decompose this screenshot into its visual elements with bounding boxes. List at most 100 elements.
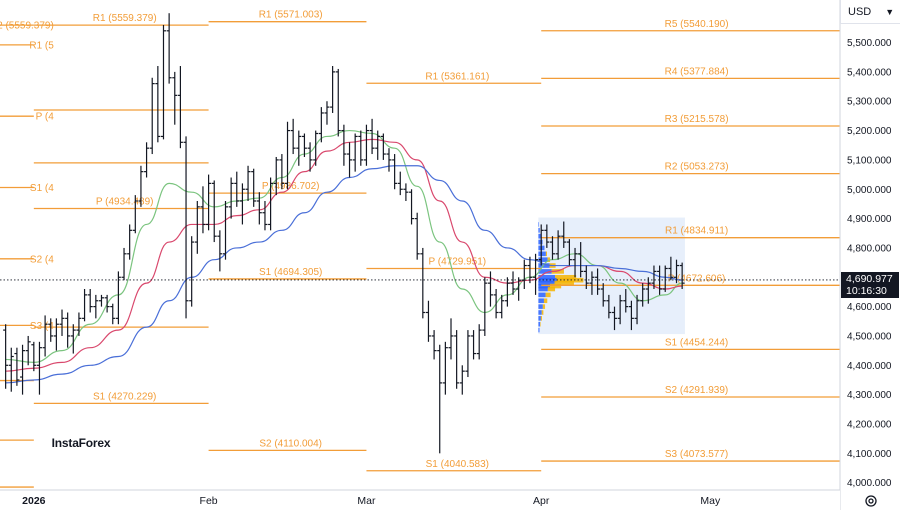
ohlc-bar (155, 66, 161, 143)
price-tick-label: 5,100.000 (847, 155, 892, 166)
ohlc-bar (628, 300, 634, 331)
price-tick-label: 5,400.000 (847, 67, 892, 78)
volume-profile-bin (538, 239, 543, 245)
ohlc-bar (166, 13, 172, 84)
ohlc-bar (160, 24, 166, 140)
ohlc-bar (414, 212, 420, 260)
price-tick-label: 4,600.000 (847, 302, 892, 313)
ohlc-bar (251, 168, 257, 207)
volume-profile-bin (541, 310, 544, 315)
ohlc-bar (499, 294, 505, 319)
ohlc-bar (403, 183, 409, 201)
ohlc-bar (211, 180, 217, 243)
ohlc-bar (544, 224, 550, 248)
ohlc-bar (386, 148, 392, 172)
volume-profile-bin (543, 298, 548, 304)
pivot-label: R2 (5559.379) (0, 21, 54, 32)
volume-profile (538, 217, 685, 335)
volume-profile-bin (538, 277, 557, 283)
ohlc-bar (110, 303, 116, 325)
time-tick-label: 2026 (22, 495, 46, 507)
ohlc-bar (14, 347, 20, 386)
volume-profile-bin (538, 286, 548, 292)
ohlc-bar (589, 271, 595, 295)
time-axis-bg (0, 490, 840, 510)
price-tick-label: 4,500.000 (847, 331, 892, 342)
ohlc-bar (172, 71, 178, 125)
ohlc-bar (285, 121, 291, 190)
volume-profile-bin (538, 310, 542, 315)
time-tick-label: Apr (533, 495, 550, 507)
ohlc-bar (234, 171, 240, 207)
ohlc-bar (82, 289, 88, 322)
volume-profile-bin (538, 292, 546, 298)
ohlc-bar (380, 133, 386, 160)
ohlc-bar (245, 165, 251, 201)
ohlc-bar (262, 200, 268, 231)
ohlc-bar (476, 324, 482, 360)
ohlc-bar (595, 268, 601, 295)
ohlc-bar (290, 118, 296, 155)
ohlc-bar (149, 77, 155, 155)
ohlc-bar (217, 230, 223, 272)
ohlc-bar (600, 283, 606, 307)
gear-icon[interactable] (862, 492, 880, 510)
ohlc-bar (70, 324, 76, 354)
price-axis-bg (840, 0, 900, 510)
ohlc-bar (313, 130, 319, 166)
ohlc-bar (465, 330, 471, 378)
price-axis[interactable]: 4,000.000 4,100.000 4,200.000 4,300.000 4,40… (839, 0, 900, 510)
pivot-levels: R2 (5559.379) R1 (5 P (4 S1 (4 S2 (4 S3 (4 R1 … (0, 10, 840, 488)
ohlc-bar (437, 344, 443, 454)
brand-logo: InstaForex (44, 429, 118, 457)
ohlc-bar (487, 271, 493, 307)
pivot-label: S1 (4 (30, 183, 54, 194)
time-tick-label: May (700, 495, 721, 507)
last-price-tag: 4,690.977 10:16:30 (841, 271, 899, 298)
ohlc-bar (268, 177, 274, 231)
ohlc-bar (516, 277, 522, 301)
ohlc-bar (206, 174, 212, 231)
ohlc-bar (493, 289, 499, 319)
ohlc-bar (420, 247, 426, 319)
ohlc-bar (549, 236, 555, 260)
ohlc-bar (471, 330, 477, 360)
volume-profile-bin (538, 257, 548, 262)
volume-profile-bin (540, 321, 541, 327)
ohlc-bar (330, 66, 336, 113)
volume-profile-bin (538, 280, 555, 286)
ohlc-bar (65, 312, 71, 348)
pivot-label: R5 (5540.190) (665, 19, 729, 30)
ohlc-bar (8, 347, 14, 392)
time-axis[interactable]: 2026 Feb Mar Apr May (0, 489, 840, 510)
ohlc-bar (335, 68, 341, 137)
ohlc-bar (623, 289, 629, 313)
ohlc-bar (617, 294, 623, 325)
price-tick-label: 4,800.000 (847, 243, 892, 254)
volume-profile-bin (542, 304, 546, 309)
ohlc-bar (20, 344, 26, 395)
currency-selector[interactable]: USD ▼ (840, 0, 900, 24)
ohlc-bar (324, 101, 330, 125)
ohlc-bar (369, 118, 375, 155)
ohlc-bar (25, 335, 31, 366)
price-tick-label: 5,000.000 (847, 185, 892, 196)
currency-label: USD (848, 5, 872, 18)
pivot-label: R1 (4834.911) (665, 226, 728, 237)
ohlc-bar (454, 330, 460, 389)
ohlc-bar (533, 253, 539, 295)
last-price-value: 4,690.977 (846, 272, 893, 285)
ohlc-bar (48, 318, 54, 342)
ohlc-bar (578, 242, 584, 278)
ohlc-bar (273, 156, 279, 196)
ohlc-bar (59, 309, 65, 336)
ohlc-bar (296, 130, 302, 166)
pivot-label: S3 (4 (30, 321, 54, 332)
ohlc-bar (341, 124, 347, 166)
ohlc-bar (279, 154, 285, 190)
volume-profile-bin (538, 316, 541, 321)
brand-name: InstaForex (51, 436, 111, 450)
pivot-label: S1 (4270.229) (93, 391, 156, 402)
